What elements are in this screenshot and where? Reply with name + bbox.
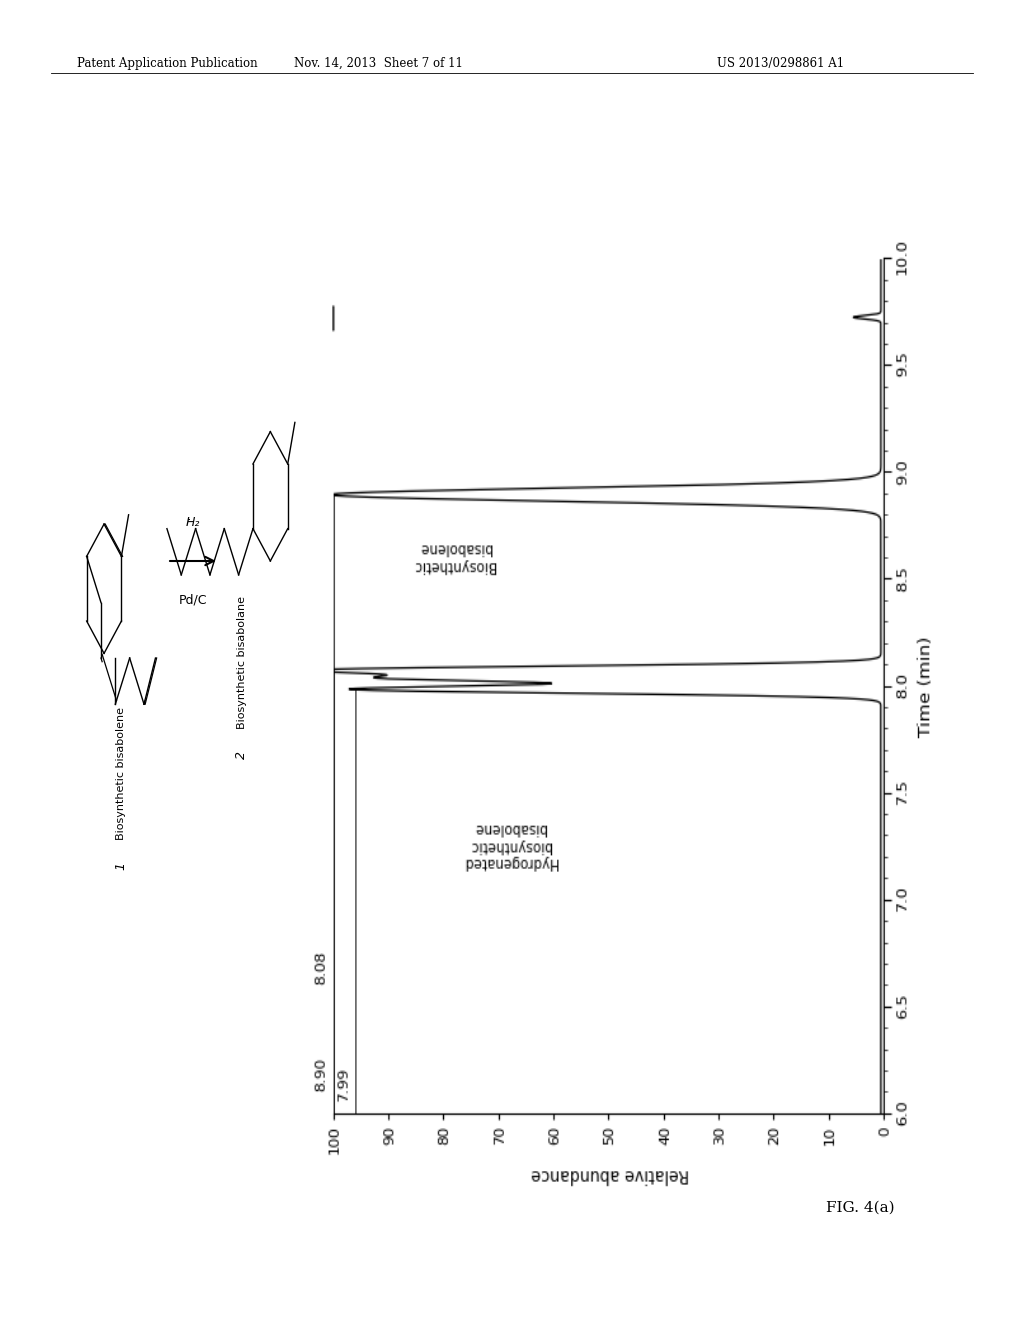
Text: Biosynthetic bisabolane: Biosynthetic bisabolane xyxy=(237,597,247,729)
Text: FIG. 4(a): FIG. 4(a) xyxy=(825,1201,895,1214)
Text: Patent Application Publication: Patent Application Publication xyxy=(77,57,257,70)
Text: Pd/C: Pd/C xyxy=(178,594,207,606)
Text: 2: 2 xyxy=(236,751,248,759)
Text: Nov. 14, 2013  Sheet 7 of 11: Nov. 14, 2013 Sheet 7 of 11 xyxy=(295,57,463,70)
Text: US 2013/0298861 A1: US 2013/0298861 A1 xyxy=(717,57,844,70)
Text: H₂: H₂ xyxy=(185,516,200,529)
Text: Biosynthetic bisabolene: Biosynthetic bisabolene xyxy=(117,708,126,840)
Text: 1: 1 xyxy=(115,862,128,870)
